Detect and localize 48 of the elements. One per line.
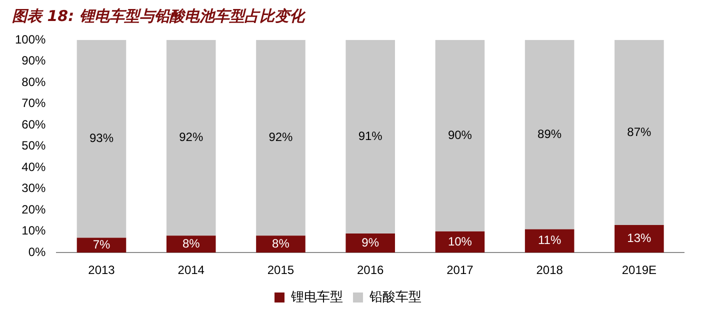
data-label: 92% [268, 130, 294, 144]
bar [166, 236, 216, 253]
bar [76, 238, 126, 253]
bar [435, 40, 485, 232]
y-tick-label: 40% [22, 160, 46, 174]
bar [614, 224, 664, 253]
bar [524, 229, 574, 253]
bar [346, 40, 395, 234]
x-tick-label: 2018 [536, 263, 564, 278]
data-label: 10% [448, 234, 472, 248]
chart-title: 图表 18: 锂电车型与铅酸电池车型占比变化 [12, 6, 306, 25]
data-label: 11% [538, 233, 562, 248]
y-tick-label: 10% [22, 224, 46, 238]
data-label: 92% [179, 130, 204, 144]
y-tick-label: 20% [22, 202, 46, 216]
data-label: 8% [272, 236, 290, 250]
y-tick-label: 50% [22, 138, 46, 153]
y-tick-label: 0% [28, 244, 46, 259]
x-tick-label: 2019E [622, 263, 657, 278]
bar [256, 236, 306, 253]
data-label: 91% [358, 129, 383, 144]
y-tick-label: 70% [22, 96, 46, 110]
x-tick-label: 2015 [267, 263, 294, 278]
data-label: 9% [362, 235, 380, 250]
data-label: 13% [627, 231, 652, 246]
y-tick-label: 90% [22, 54, 46, 68]
x-tick-label: 2013 [88, 263, 116, 278]
y-tick-label: 100% [14, 32, 46, 46]
x-tick-label: 2016 [356, 263, 384, 278]
bar [166, 40, 216, 236]
data-label: 89% [538, 126, 562, 141]
y-tick-label: 30% [22, 181, 46, 196]
bar [346, 233, 395, 253]
data-label: 90% [448, 128, 472, 142]
data-label: 8% [182, 236, 200, 250]
data-label: 7% [92, 237, 110, 252]
bar [524, 40, 574, 230]
data-label: 87% [627, 124, 652, 139]
bar [614, 40, 664, 225]
legend-label: 铅酸车型 [368, 290, 422, 305]
x-tick-label: 2017 [446, 263, 474, 278]
data-label: 93% [89, 131, 114, 146]
y-tick-label: 60% [22, 117, 46, 132]
legend-label: 锂电车型 [290, 290, 343, 305]
x-tick-label: 2014 [178, 263, 205, 278]
y-tick-label: 80% [22, 74, 46, 89]
bar [76, 40, 126, 238]
bar [256, 40, 306, 236]
